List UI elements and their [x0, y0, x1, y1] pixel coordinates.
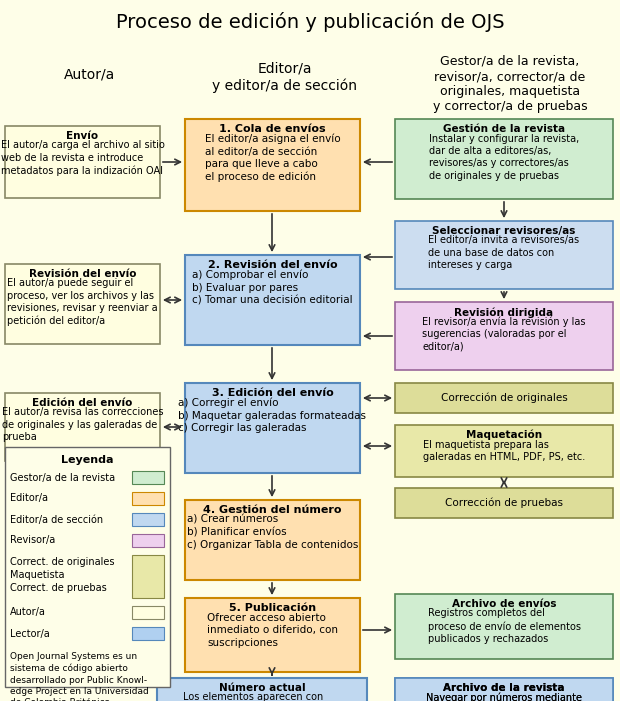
Text: Editor/a de sección: Editor/a de sección [10, 515, 103, 524]
Text: Revisión dirigida: Revisión dirigida [454, 307, 554, 318]
FancyBboxPatch shape [132, 606, 164, 619]
FancyBboxPatch shape [395, 678, 613, 701]
FancyBboxPatch shape [5, 126, 160, 198]
FancyBboxPatch shape [185, 500, 360, 580]
Text: Correct. de originales: Correct. de originales [10, 557, 115, 567]
FancyBboxPatch shape [132, 555, 164, 598]
Text: Leyenda: Leyenda [61, 455, 113, 465]
Text: 1. Cola de envíos: 1. Cola de envíos [219, 124, 326, 134]
Text: El editor/a invita a revisores/as
de una base de datos con
intereses y carga: El editor/a invita a revisores/as de una… [428, 236, 580, 271]
FancyBboxPatch shape [157, 678, 367, 701]
Text: 4. Gestión del número: 4. Gestión del número [203, 505, 342, 515]
Text: Autor/a: Autor/a [10, 608, 46, 618]
FancyBboxPatch shape [185, 598, 360, 672]
Text: Open Journal Systems es un
sistema de código abierto
desarrollado por Public Kno: Open Journal Systems es un sistema de có… [10, 652, 149, 701]
FancyBboxPatch shape [132, 627, 164, 640]
FancyBboxPatch shape [395, 221, 613, 289]
Text: Revisión del envío: Revisión del envío [29, 269, 136, 279]
Text: Archivo de la revista: Archivo de la revista [443, 683, 565, 693]
FancyBboxPatch shape [5, 393, 160, 461]
FancyBboxPatch shape [395, 302, 613, 370]
FancyBboxPatch shape [5, 264, 160, 344]
Text: El autor/a carga el archivo al sitio
web de la revista e introduce
metadatos par: El autor/a carga el archivo al sitio web… [1, 140, 164, 176]
Text: a) Crear números
b) Planificar envíos
c) Organizar Tabla de contenidos: a) Crear números b) Planificar envíos c)… [187, 515, 358, 550]
Text: Gestión de la revista: Gestión de la revista [443, 124, 565, 134]
Text: Correct. de pruebas: Correct. de pruebas [10, 583, 107, 593]
Text: Navegar por números mediante
la indexación de motores de
búsqueda OAI, Google, e: Navegar por números mediante la indexaci… [426, 693, 582, 701]
Text: Edición del envío: Edición del envío [32, 398, 133, 408]
FancyBboxPatch shape [132, 513, 164, 526]
FancyBboxPatch shape [395, 678, 613, 701]
FancyBboxPatch shape [395, 594, 613, 659]
Text: Corrección de pruebas: Corrección de pruebas [445, 498, 563, 508]
FancyBboxPatch shape [395, 383, 613, 413]
FancyBboxPatch shape [185, 383, 360, 473]
Text: Archivo de envíos: Archivo de envíos [452, 599, 556, 609]
FancyBboxPatch shape [395, 488, 613, 518]
Text: 3. Edición del envío: 3. Edición del envío [211, 388, 334, 398]
Text: El autor/a puede seguir el
proceso, ver los archivos y las
revisiones, revisar y: El autor/a puede seguir el proceso, ver … [7, 278, 158, 327]
FancyBboxPatch shape [185, 119, 360, 211]
FancyBboxPatch shape [132, 471, 164, 484]
Text: Ofrecer acceso abierto
inmediato o diferido, con
suscripciones: Ofrecer acceso abierto inmediato o difer… [207, 613, 338, 648]
Text: Archivo de la revista: Archivo de la revista [443, 683, 565, 693]
FancyBboxPatch shape [132, 534, 164, 547]
Text: Maquetación: Maquetación [466, 430, 542, 440]
Text: Autor/a: Autor/a [64, 68, 115, 82]
Text: Revisor/a: Revisor/a [10, 536, 55, 545]
Text: a) Corregir el envío
b) Maquetar galeradas formateadas
c) Corregir las galeradas: a) Corregir el envío b) Maquetar galerad… [179, 398, 366, 433]
FancyBboxPatch shape [132, 492, 164, 505]
Text: El revisor/a envía la revisión y las
sugerencias (valoradas por el
editor/a): El revisor/a envía la revisión y las sug… [422, 316, 586, 352]
Text: Editor/a
y editor/a de sección: Editor/a y editor/a de sección [213, 62, 358, 93]
Text: Gestor/a de la revista,
revisor/a, corrector/a de
originales, maquetista
y corre: Gestor/a de la revista, revisor/a, corre… [433, 55, 587, 113]
Text: Corrección de originales: Corrección de originales [441, 393, 567, 403]
Text: El autor/a revisa las correcciones
de originales y las galeradas de
prueba: El autor/a revisa las correcciones de or… [2, 407, 163, 442]
Text: El maquetista prepara las
galeradas en HTML, PDF, PS, etc.: El maquetista prepara las galeradas en H… [423, 440, 585, 462]
Text: Registros completos del
proceso de envío de elementos
publicados y rechazados: Registros completos del proceso de envío… [428, 608, 580, 644]
Text: Número actual: Número actual [219, 683, 305, 693]
Text: a) Comprobar el envío
b) Evaluar por pares
c) Tomar una decisión editorial: a) Comprobar el envío b) Evaluar por par… [192, 270, 353, 306]
Text: Editor/a: Editor/a [10, 494, 48, 503]
Text: Gestor/a de la revista: Gestor/a de la revista [10, 472, 115, 482]
Text: 5. Publicación: 5. Publicación [229, 603, 316, 613]
Text: Navegar por números mediante
la indexación de motores de
búsqueda OAI, Google, e: Navegar por números mediante la indexaci… [426, 693, 582, 701]
Text: Lector/a: Lector/a [10, 629, 50, 639]
Text: Seleccionar revisores/as: Seleccionar revisores/as [432, 226, 576, 236]
Text: 2. Revisión del envío: 2. Revisión del envío [208, 260, 337, 270]
Text: Instalar y configurar la revista,
dar de alta a editores/as,
revisores/as y corr: Instalar y configurar la revista, dar de… [429, 133, 579, 181]
FancyBboxPatch shape [395, 119, 613, 199]
Text: Maquetista: Maquetista [10, 570, 64, 580]
Text: El editor/a asigna el envío
al editor/a de sección
para que lleve a cabo
el proc: El editor/a asigna el envío al editor/a … [205, 134, 340, 182]
Text: Proceso de edición y publicación de OJS: Proceso de edición y publicación de OJS [116, 12, 504, 32]
Text: Los elementos aparecen con
Herramientas de lectura enlaza-
das a recursos intern: Los elementos aparecen con Herramientas … [183, 693, 341, 701]
FancyBboxPatch shape [395, 425, 613, 477]
FancyBboxPatch shape [185, 255, 360, 345]
FancyBboxPatch shape [5, 447, 170, 687]
Text: Envío: Envío [66, 131, 99, 141]
